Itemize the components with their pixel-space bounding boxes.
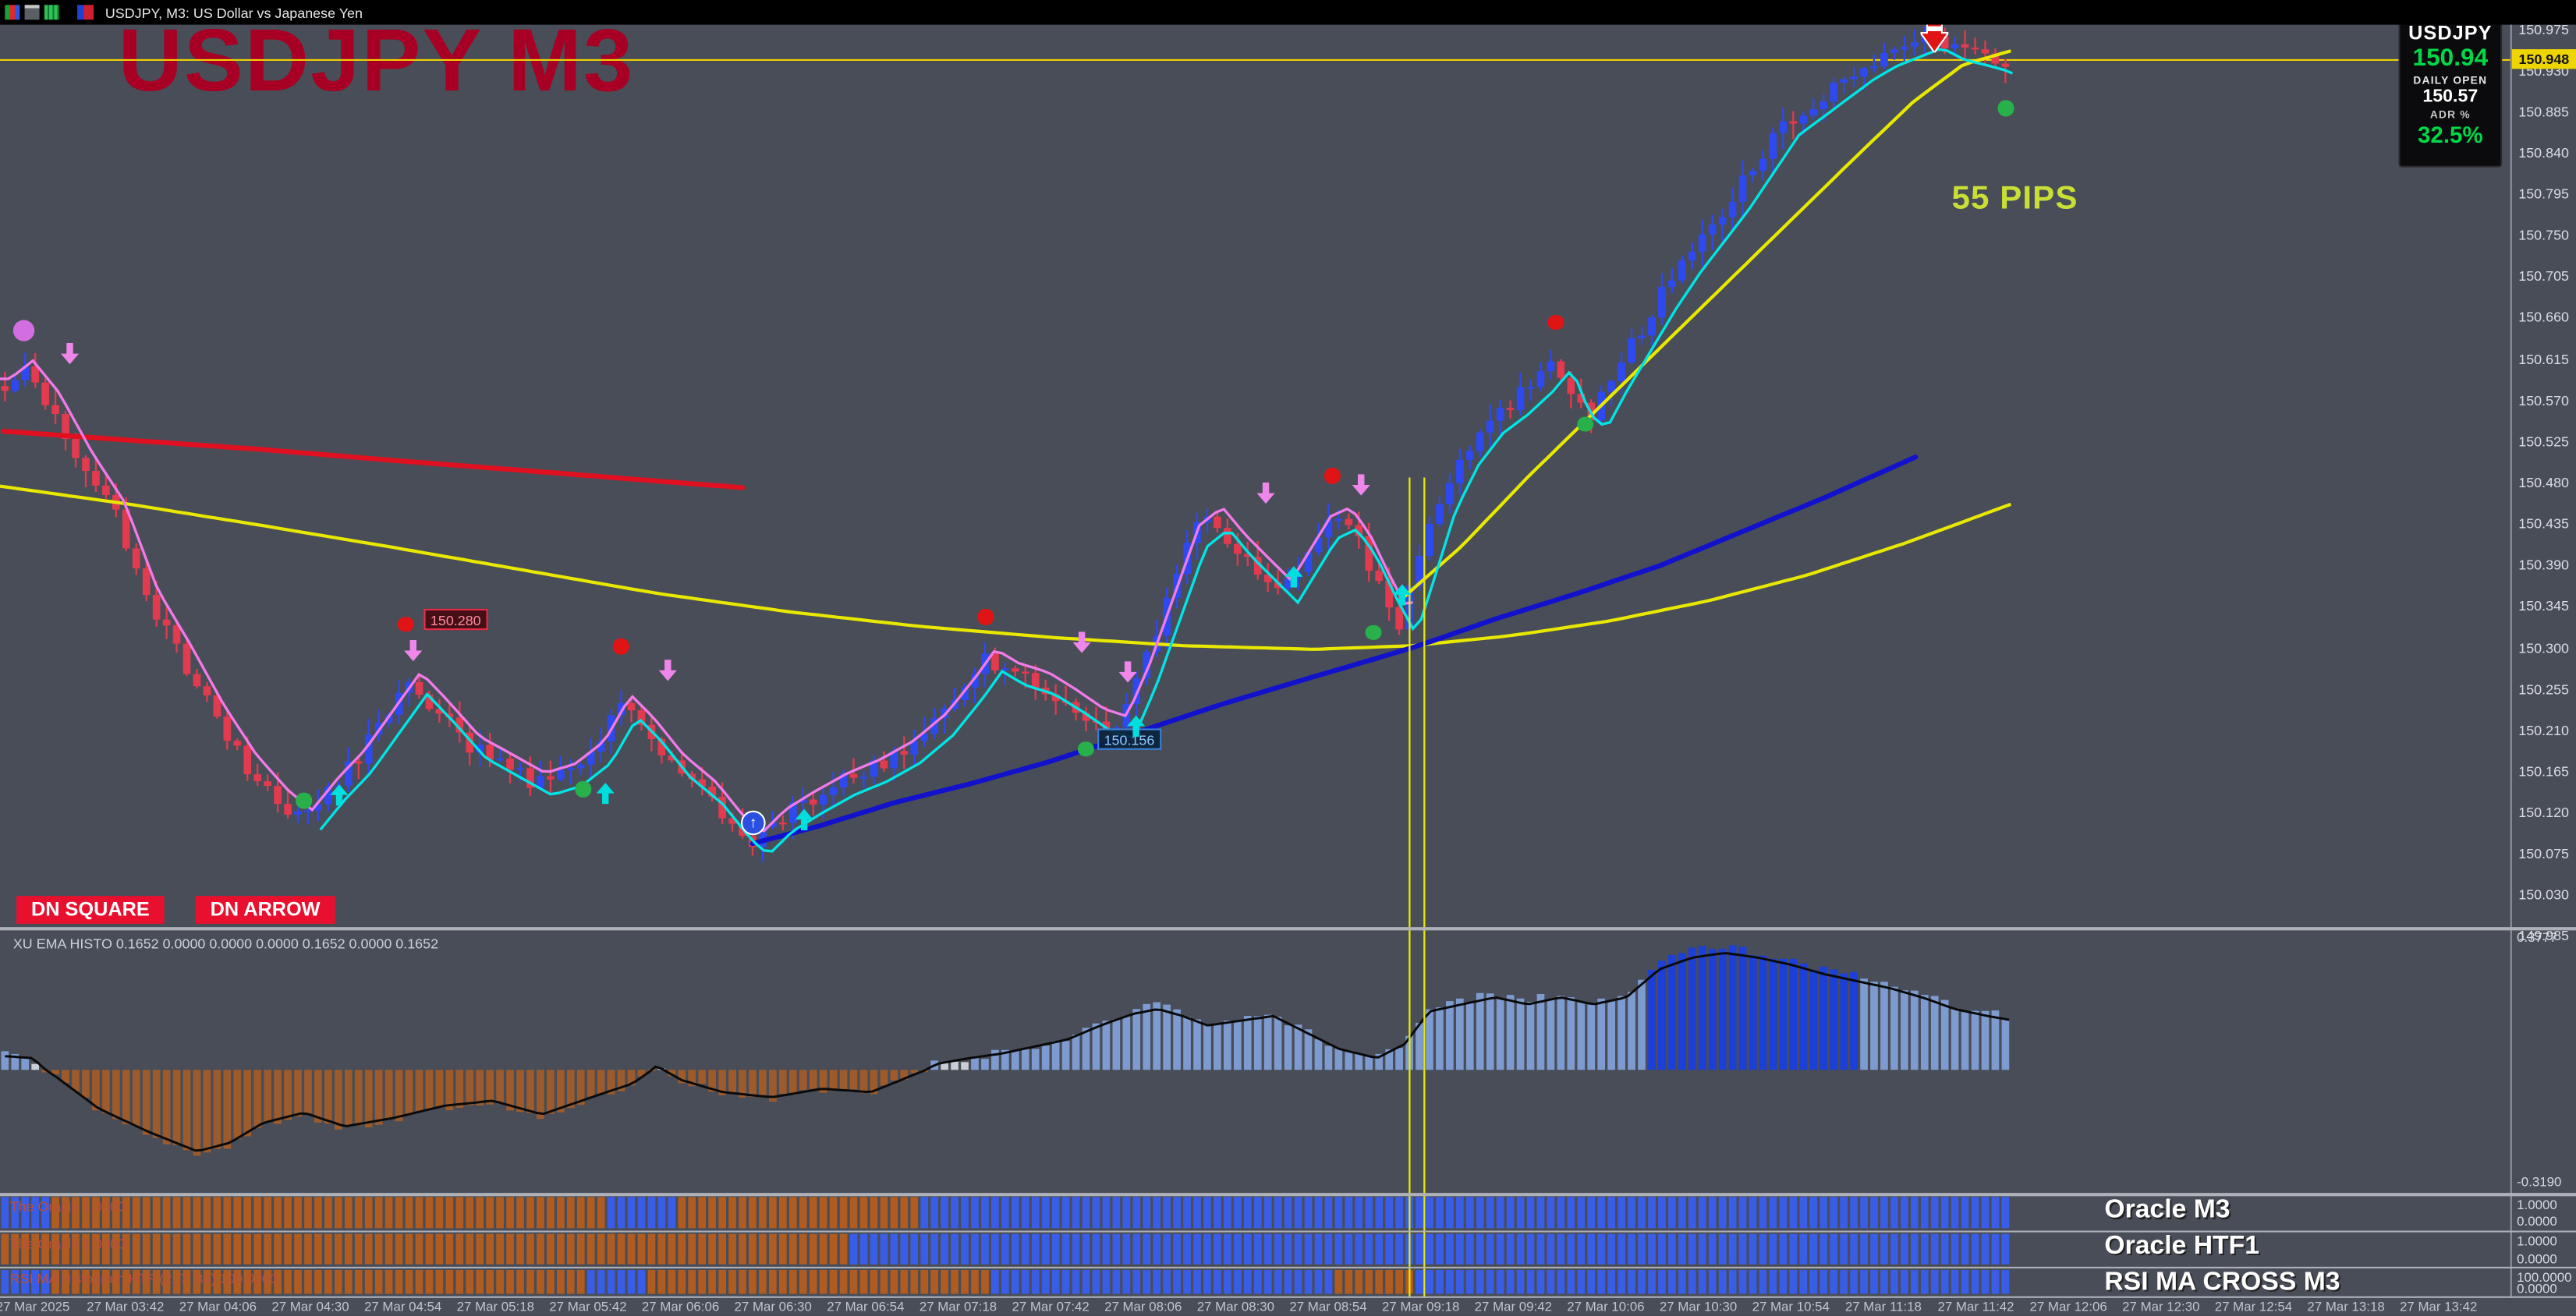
time-axis-label: 27 Mar 12:54 (2214, 1299, 2293, 1314)
price-axis-label: 150.030 (2518, 886, 2570, 904)
time-axis-label: 27 Mar 12:30 (2122, 1299, 2200, 1314)
time-axis-label: 27 Mar 06:54 (827, 1299, 905, 1314)
pips-result-label: 55 PIPS (1951, 180, 2078, 217)
oracle-htf-panel-label: The Oracle 1.0000 (9, 1234, 126, 1251)
current-price-tag: 150.948 (2511, 49, 2576, 69)
price-axis-label: 150.255 (2518, 680, 2570, 697)
app-icon[interactable] (5, 5, 20, 20)
sell-signal-price-tag: 150.280 (423, 608, 488, 631)
time-axis-label: 27 Mar 13:42 (2400, 1299, 2478, 1314)
time-axis-label: 27 Mar 05:18 (456, 1299, 534, 1314)
rsi-axis-max: 100.0000 (2517, 1268, 2572, 1284)
oracle-htf-axis-max: 1.0000 (2517, 1233, 2557, 1249)
time-axis-label: 27 Mar 03:42 (87, 1299, 165, 1314)
time-axis-label: 27 Mar 10:06 (1567, 1299, 1645, 1314)
price-axis-label: 150.705 (2518, 267, 2570, 285)
time-axis-label: 27 Mar 06:30 (734, 1299, 812, 1314)
info-symbol: USDJPY (2408, 21, 2493, 44)
rsi-cross-big-label: RSI MA CROSS M3 (2104, 1267, 2340, 1296)
time-axis-label: 27 Mar 2025 (0, 1299, 70, 1314)
price-axis-label: 150.435 (2518, 515, 2570, 532)
price-axis-label: 150.840 (2518, 144, 2570, 161)
time-axis-label: 27 Mar 09:42 (1474, 1299, 1552, 1314)
candles-icon[interactable] (77, 5, 94, 20)
info-current-price: 150.94 (2412, 44, 2489, 73)
time-axis-label: 27 Mar 05:42 (549, 1299, 627, 1314)
price-axis[interactable]: 150.975 150.930 150.885 150.840 150.795 150.7… (2510, 0, 2576, 1316)
price-axis-label: 150.300 (2518, 639, 2570, 656)
time-axis-label: 27 Mar 08:54 (1289, 1299, 1367, 1314)
chart-background[interactable] (0, 24, 2576, 1316)
time-axis-label: 27 Mar 08:30 (1196, 1299, 1275, 1314)
price-axis-label: 150.345 (2518, 597, 2570, 614)
price-axis-label: 150.615 (2518, 350, 2570, 367)
price-axis-label: 150.660 (2518, 309, 2570, 326)
price-axis-label: 150.885 (2518, 103, 2570, 120)
time-axis-label: 27 Mar 04:06 (179, 1299, 257, 1314)
info-adr-value: 32.5% (2418, 121, 2483, 148)
time-axis-label: 27 Mar 12:06 (2029, 1299, 2107, 1314)
info-daily-open-label: DAILY OPEN (2413, 75, 2488, 87)
time-axis-label: 27 Mar 11:42 (1937, 1299, 2014, 1314)
chart-grid-icon[interactable] (44, 5, 59, 20)
dn-square-button[interactable]: DN SQUARE (16, 896, 165, 924)
price-axis-divider (2510, 24, 2512, 1298)
oracle-htf-big-label: Oracle HTF1 (2104, 1232, 2259, 1261)
rsi-axis-min: 0.0000 (2517, 1281, 2557, 1297)
price-axis-label: 149.985 (2518, 928, 2570, 945)
histo-axis-max: 0.3777 (2517, 930, 2557, 946)
time-axis-label: 27 Mar 11:18 (1844, 1299, 1922, 1314)
time-axis-label: 27 Mar 08:06 (1104, 1299, 1182, 1314)
price-axis-label: 150.480 (2518, 474, 2570, 491)
window-icon[interactable] (24, 5, 40, 20)
time-axis-label: 27 Mar 07:18 (919, 1299, 997, 1314)
oracle-m3-panel-label: The Oracle 1.0000 (9, 1197, 126, 1215)
time-axis-label: 27 Mar 04:30 (271, 1299, 349, 1314)
panel-separator[interactable] (0, 1265, 2576, 1268)
time-axis[interactable]: 27 Mar 2025 27 Mar 03:42 27 Mar 04:06 27 Ma… (0, 1298, 2576, 1316)
time-axis-label: 27 Mar 04:54 (363, 1299, 442, 1314)
histo-axis-min: -0.3190 (2517, 1174, 2562, 1190)
price-axis-label: 150.120 (2518, 804, 2570, 821)
panel-separator[interactable] (0, 1193, 2576, 1196)
titlebar: USDJPY, M3: US Dollar vs Japanese Yen (0, 0, 2576, 25)
buy-signal-price-tag: 150.156 (1097, 728, 1161, 750)
price-axis-label: 150.210 (2518, 721, 2570, 738)
time-axis-label: 27 Mar 13:18 (2307, 1299, 2385, 1314)
panel-separator[interactable] (0, 927, 2576, 931)
rsi-panel-label: RSI MA Histogram HTF (2, 7, 34) 100.0000 (9, 1270, 278, 1287)
time-axis-label: 27 Mar 07:42 (1012, 1299, 1090, 1314)
time-axis-label: 27 Mar 10:30 (1659, 1299, 1738, 1314)
panel-separator[interactable] (0, 1229, 2576, 1233)
price-axis-label: 150.750 (2518, 226, 2570, 243)
time-axis-label: 27 Mar 10:54 (1752, 1299, 1830, 1314)
symbol-watermark: USDJPY M3 (118, 11, 635, 111)
price-axis-label: 150.075 (2518, 845, 2570, 862)
histo-panel-label: XU EMA HISTO 0.1652 0.0000 0.0000 0.0000… (12, 935, 439, 952)
price-axis-label: 150.795 (2518, 185, 2570, 202)
price-axis-label: 150.570 (2518, 391, 2570, 409)
time-axis-label: 27 Mar 06:06 (641, 1299, 720, 1314)
oracle-m3-big-label: Oracle M3 (2104, 1196, 2231, 1225)
price-axis-label: 150.390 (2518, 557, 2570, 574)
dn-arrow-button[interactable]: DN ARROW (195, 896, 335, 924)
price-axis-label: 150.165 (2518, 762, 2570, 780)
info-panel: USDJPY 150.94 DAILY OPEN 150.57 ADR % 32… (2398, 14, 2503, 168)
oracle-m3-axis-min: 0.0000 (2517, 1214, 2557, 1229)
info-adr-label: ADR % (2429, 110, 2471, 122)
time-axis-label: 27 Mar 09:18 (1382, 1299, 1460, 1314)
panel-separator[interactable] (0, 1295, 2576, 1298)
window-title: USDJPY, M3: US Dollar vs Japanese Yen (105, 4, 363, 21)
oracle-htf-axis-min: 0.0000 (2517, 1251, 2557, 1266)
price-axis-label: 150.525 (2518, 433, 2570, 450)
oracle-m3-axis-max: 1.0000 (2517, 1197, 2557, 1212)
info-daily-open-value: 150.57 (2422, 87, 2479, 107)
